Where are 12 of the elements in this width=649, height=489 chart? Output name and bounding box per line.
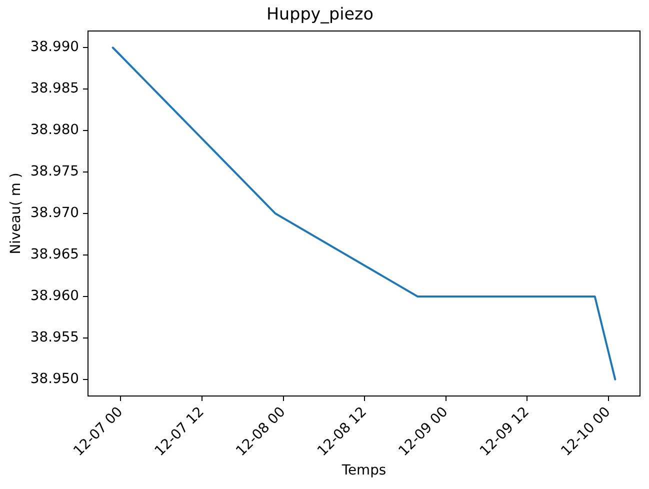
y-tick-label: 38.960 (30, 288, 79, 304)
y-axis-title: Niveau( m ) (8, 172, 24, 254)
y-tick-label: 38.970 (30, 205, 79, 222)
y-tick-label: 38.950 (30, 371, 79, 388)
y-tick-label: 38.965 (30, 246, 79, 263)
y-tick-label: 38.985 (30, 80, 79, 97)
chart-title: Huppy_piezo (266, 3, 374, 24)
x-axis-title: Temps (340, 462, 386, 478)
y-tick-label: 38.975 (30, 164, 79, 180)
y-tick-label: 38.955 (30, 330, 79, 346)
y-tick-label: 38.990 (30, 39, 79, 56)
y-tick-label: 38.980 (30, 122, 79, 138)
